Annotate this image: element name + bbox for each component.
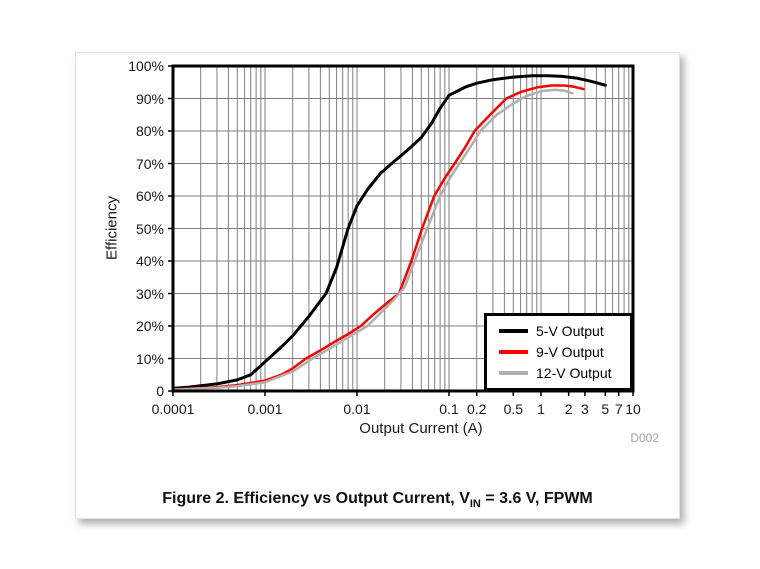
legend-line-12v-icon bbox=[499, 371, 528, 375]
y-tick-label: 30% bbox=[135, 285, 164, 302]
x-tick-label: 0.0001 bbox=[151, 401, 195, 417]
x-tick-label: 0.001 bbox=[247, 401, 283, 417]
x-tick-label: 2 bbox=[564, 401, 573, 417]
plot-id-label: D002 bbox=[630, 431, 659, 445]
legend-entry-12v: 12-V Output bbox=[499, 365, 630, 381]
x-tick-label: 0.5 bbox=[503, 401, 524, 417]
efficiency-chart: Efficiency 0 10% 20% 30% 40% 50% 60% 70% 80% 90% 1… bbox=[76, 53, 681, 483]
y-tick-label: 90% bbox=[135, 90, 164, 107]
x-tick-label: 10 bbox=[625, 401, 641, 417]
x-tick-label: 1 bbox=[537, 401, 545, 417]
x-tick-label: 3 bbox=[580, 401, 589, 417]
legend-entry-9v: 9-V Output bbox=[499, 344, 630, 360]
y-tick-label: 50% bbox=[135, 220, 164, 237]
legend-label-12v: 12-V Output bbox=[536, 365, 612, 381]
x-tick-label: 0.1 bbox=[439, 401, 459, 417]
y-tick-label: 0 bbox=[156, 383, 164, 399]
y-tick-label: 60% bbox=[135, 188, 164, 204]
caption-suffix: = 3.6 V, FPWM bbox=[480, 490, 593, 507]
x-tick-label: 0.01 bbox=[343, 401, 371, 417]
y-tick-label: 70% bbox=[135, 155, 164, 172]
caption-subscript: IN bbox=[469, 498, 481, 511]
caption-text: Figure 2. Efficiency vs Output Current, … bbox=[162, 490, 470, 507]
legend-entry-5v: 5-V Output bbox=[499, 323, 630, 339]
legend-line-9v-icon bbox=[499, 350, 528, 354]
x-tick-label: 0.2 bbox=[466, 401, 487, 417]
y-tick-label: 20% bbox=[135, 318, 164, 334]
legend-line-5v-icon bbox=[499, 329, 528, 333]
x-tick-label: 7 bbox=[614, 401, 623, 417]
figure-caption: Figure 2. Efficiency vs Output Current, … bbox=[76, 490, 679, 510]
y-tick-label: 100% bbox=[128, 58, 164, 74]
y-tick-label: 40% bbox=[135, 253, 164, 269]
y-tick-label: 80% bbox=[135, 123, 164, 139]
legend-label-9v: 9-V Output bbox=[536, 344, 604, 360]
legend-label-5v: 5-V Output bbox=[536, 323, 604, 339]
y-tick-label: 10% bbox=[135, 350, 164, 367]
x-axis-title: Output Current (A) bbox=[359, 420, 483, 437]
x-tick-label: 5 bbox=[601, 401, 610, 417]
legend: 5-V Output 9-V Output 12-V Output bbox=[484, 313, 633, 391]
figure-card: Efficiency 0 10% 20% 30% 40% 50% 60% 70% 80% 90% 1… bbox=[75, 52, 680, 519]
